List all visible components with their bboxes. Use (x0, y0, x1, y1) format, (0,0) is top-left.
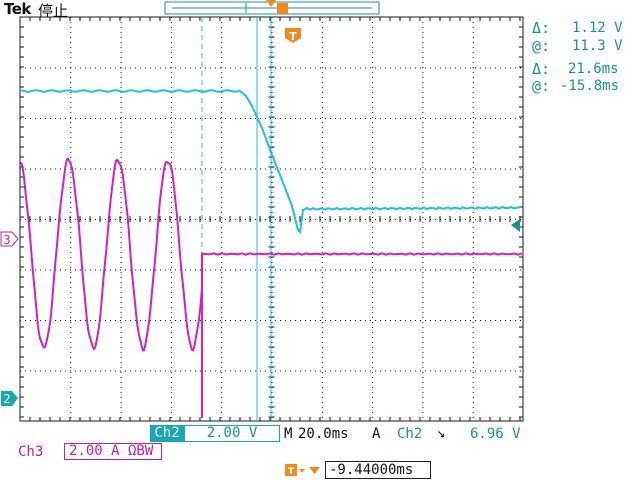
voltage-at-value: 11.3 V (572, 38, 623, 54)
svg-text:3: 3 (3, 233, 10, 247)
ch3-scale[interactable]: 2.00 A ΩBW (64, 443, 162, 460)
brand-label: Tek (4, 0, 31, 18)
ch2-waveform (20, 89, 521, 235)
acquisition-status: 停止 (38, 2, 69, 20)
voltage-delta-symbol: Δ: (532, 19, 551, 37)
ch2-scale[interactable]: 2.00 V (184, 425, 280, 442)
graticule-grid (19, 16, 523, 421)
trigger-level-arrow (511, 219, 520, 232)
voltage-delta-value: 1.12 V (572, 20, 623, 36)
record-trigger-icon (277, 3, 288, 14)
voltage-at-symbol: @: (532, 37, 551, 55)
trigger-offset-icon: T (285, 464, 320, 477)
time-delta-symbol: Δ: (532, 60, 551, 78)
svg-text:T: T (288, 467, 295, 477)
time-delta-value: 21.6ms (568, 61, 619, 77)
time-at-symbol: @: (532, 77, 551, 95)
ch3-label[interactable]: Ch3 (18, 444, 44, 460)
trigger-marker: T (285, 28, 301, 43)
horizontal-scale[interactable]: 20.0ms (298, 426, 349, 442)
trigger-mode: A (372, 426, 381, 442)
trigger-slope-icon: ↘ (437, 425, 446, 441)
svg-text:T: T (289, 30, 297, 43)
ch2-label[interactable]: Ch2 (150, 425, 184, 442)
trigger-level[interactable]: 6.96 V (470, 426, 521, 442)
time-at-value: -15.8ms (560, 78, 620, 94)
trigger-offset-value[interactable]: -9.44000ms (325, 461, 431, 479)
ch3-marker[interactable]: 3 (0, 231, 19, 247)
trigger-position-arrow (266, 0, 276, 7)
ch2-marker[interactable]: 2 (1, 391, 18, 406)
trigger-source[interactable]: Ch2 (397, 426, 423, 442)
horizontal-label: M (284, 426, 293, 442)
svg-text:2: 2 (3, 392, 10, 406)
ch3-waveform (20, 157, 523, 418)
